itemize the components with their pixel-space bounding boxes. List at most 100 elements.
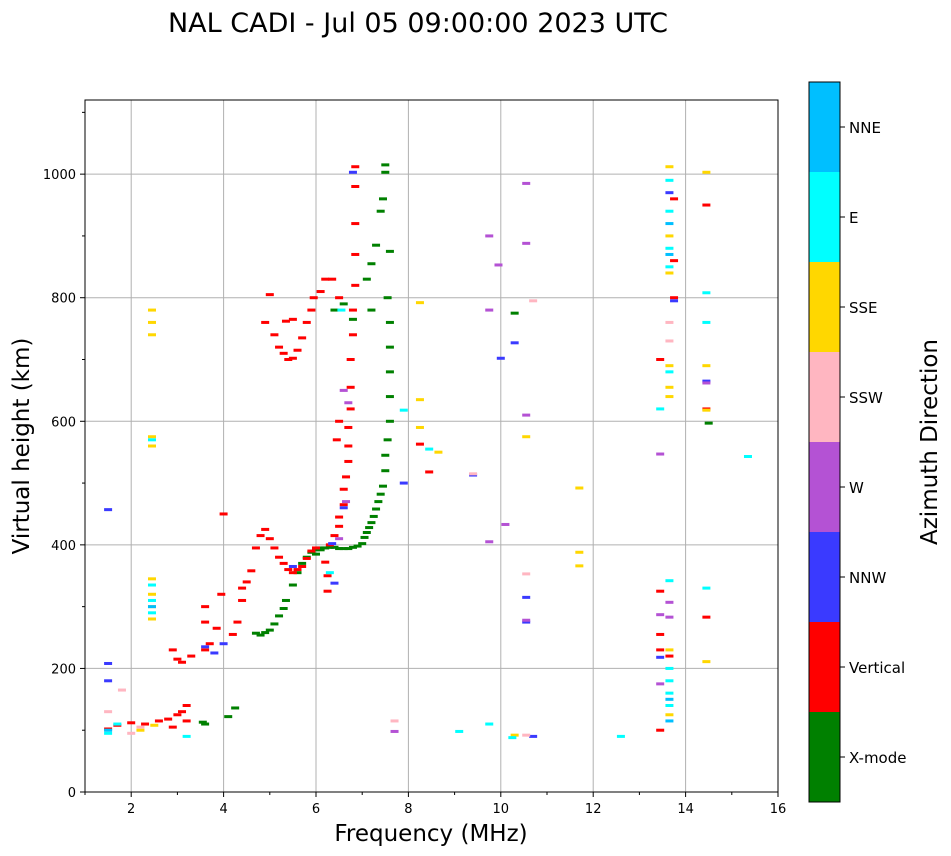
data-point-nne xyxy=(104,728,113,732)
data-point-vertical xyxy=(205,642,214,646)
data-point-vertical xyxy=(270,333,279,337)
data-point-ssw xyxy=(127,731,136,735)
data-point-vertical xyxy=(275,345,284,349)
data-point-ssw xyxy=(665,320,674,324)
colorbar-swatch xyxy=(809,712,840,802)
data-point-x-mode xyxy=(381,163,390,167)
data-point-vertical xyxy=(182,704,191,707)
data-point-x-mode xyxy=(372,507,381,511)
data-point-x-mode xyxy=(224,715,233,719)
y-tick-label: 800 xyxy=(51,292,76,307)
data-point-x-mode xyxy=(325,545,334,549)
data-point-nne xyxy=(665,697,674,701)
plot-area xyxy=(85,100,778,792)
data-point-sse xyxy=(415,398,424,402)
data-point-e xyxy=(665,178,674,182)
data-point-e xyxy=(147,611,156,615)
data-point-vertical xyxy=(265,537,274,541)
data-point-sse xyxy=(665,271,674,275)
data-point-sse xyxy=(665,234,674,238)
data-point-x-mode xyxy=(279,606,288,610)
data-point-x-mode xyxy=(376,209,385,213)
data-point-nne xyxy=(147,605,156,609)
data-point-x-mode xyxy=(369,514,378,518)
data-point-vertical xyxy=(342,475,351,479)
colorbar-tick-label: X-mode xyxy=(849,749,906,767)
data-point-x-mode xyxy=(367,262,376,266)
data-point-e xyxy=(508,736,517,740)
data-point-vertical xyxy=(281,319,290,323)
data-point-e xyxy=(104,731,113,735)
data-point-vertical xyxy=(178,710,187,714)
chart-title: NAL CADI - Jul 05 09:00:00 2023 UTC xyxy=(168,8,668,39)
data-point-nnw xyxy=(328,542,337,546)
data-point-vertical xyxy=(323,574,332,578)
data-point-w xyxy=(522,181,531,185)
data-point-e xyxy=(616,734,625,738)
data-point-vertical xyxy=(425,470,434,474)
data-point-vertical xyxy=(702,203,711,207)
data-point-ssw xyxy=(136,725,145,729)
data-point-x-mode xyxy=(365,526,374,530)
data-point-x-mode xyxy=(348,545,357,549)
data-point-w xyxy=(656,613,665,617)
colorbar-swatch xyxy=(809,172,840,262)
data-point-x-mode xyxy=(288,583,297,587)
data-point-x-mode xyxy=(344,547,353,551)
data-point-nnw xyxy=(496,356,505,360)
data-point-vertical xyxy=(323,589,332,593)
data-point-sse xyxy=(150,723,159,727)
x-tick-label: 12 xyxy=(585,802,602,817)
data-point-vertical xyxy=(127,721,136,725)
data-point-vertical xyxy=(351,185,360,188)
data-point-nnw xyxy=(399,481,408,485)
data-point-x-mode xyxy=(251,631,260,635)
data-point-sse xyxy=(147,320,156,324)
colorbar-swatch xyxy=(809,622,840,712)
data-point-vertical xyxy=(265,293,274,297)
data-point-vertical xyxy=(261,320,270,324)
data-point-w xyxy=(390,729,399,733)
data-point-nnw xyxy=(104,508,113,512)
colorbar-label: Azimuth Direction xyxy=(917,339,943,545)
data-point-e xyxy=(665,666,674,670)
data-point-x-mode xyxy=(265,628,274,632)
data-point-x-mode xyxy=(367,521,376,525)
data-point-nnw xyxy=(348,170,357,174)
data-point-vertical xyxy=(656,589,665,593)
data-point-x-mode xyxy=(261,631,270,635)
colorbar-tick-label: NNE xyxy=(849,119,881,137)
data-point-sse xyxy=(575,564,584,568)
data-point-ssw xyxy=(104,710,113,714)
data-point-vertical xyxy=(344,459,353,463)
colorbar-swatch xyxy=(809,442,840,532)
data-point-e xyxy=(665,209,674,213)
data-point-vertical xyxy=(344,425,353,429)
data-point-w xyxy=(522,241,531,245)
data-point-vertical xyxy=(233,620,242,624)
data-point-nne xyxy=(665,719,674,723)
data-point-e xyxy=(665,370,674,374)
data-point-x-mode xyxy=(353,544,362,548)
data-point-vertical xyxy=(670,296,679,300)
data-point-x-mode xyxy=(367,308,376,312)
data-point-w xyxy=(702,381,711,385)
data-point-vertical xyxy=(187,654,196,658)
data-point-vertical xyxy=(335,419,344,423)
data-point-x-mode xyxy=(362,277,371,281)
data-point-ssw xyxy=(390,719,399,723)
data-point-e xyxy=(113,722,122,726)
data-point-sse xyxy=(665,648,674,652)
data-point-e xyxy=(702,291,711,295)
data-point-nnw xyxy=(529,734,538,738)
data-point-x-mode xyxy=(339,302,348,306)
data-point-vertical xyxy=(293,348,302,352)
data-point-w xyxy=(344,401,353,405)
data-point-vertical xyxy=(251,546,260,550)
data-point-x-mode xyxy=(348,317,357,321)
y-axis-label: Virtual height (km) xyxy=(9,338,35,555)
data-point-vertical xyxy=(321,277,330,281)
data-point-x-mode xyxy=(378,484,387,488)
colorbar-swatch xyxy=(809,532,840,622)
data-point-sse xyxy=(702,364,711,368)
